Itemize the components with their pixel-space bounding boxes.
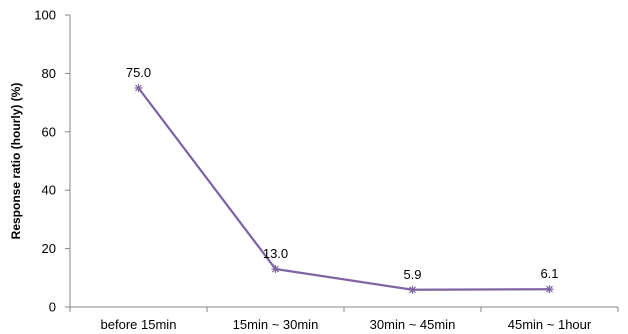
x-tick-label: 30min ~ 45min — [370, 317, 456, 332]
data-point-marker — [134, 84, 143, 92]
series-line — [137, 87, 550, 291]
x-tick-label: 45min ~ 1hour — [508, 317, 592, 332]
y-axis: 0 20 40 60 80 100 — [34, 8, 71, 315]
y-tick-label: 20 — [42, 241, 56, 256]
x-ticks: before 15min 15min ~ 30min 30min ~ 45min 45… — [69, 307, 619, 332]
data-point-marker — [408, 285, 417, 294]
y-tick-label: 0 — [49, 300, 56, 315]
data-label: 13.0 — [263, 246, 288, 261]
series-group: 75.0 13.0 5.9 6.1 — [126, 65, 559, 294]
y-axis-title: Response ratio (hourly) (%) — [9, 83, 23, 240]
y-tick-label: 60 — [42, 124, 56, 139]
data-label: 75.0 — [126, 65, 151, 80]
y-ticks: 0 20 40 60 80 100 — [34, 8, 70, 315]
data-point-marker — [545, 285, 554, 294]
x-tick-label: before 15min — [101, 317, 177, 332]
y-tick-label: 40 — [42, 183, 56, 198]
data-point-marker — [271, 265, 280, 274]
x-tick-label: 15min ~ 30min — [233, 317, 319, 332]
x-axis: before 15min 15min ~ 30min 30min ~ 45min 45… — [69, 306, 619, 332]
y-tick-label: 80 — [42, 66, 56, 81]
y-tick-label: 100 — [34, 8, 56, 23]
data-label: 6.1 — [540, 266, 558, 281]
data-label: 5.9 — [403, 267, 421, 282]
